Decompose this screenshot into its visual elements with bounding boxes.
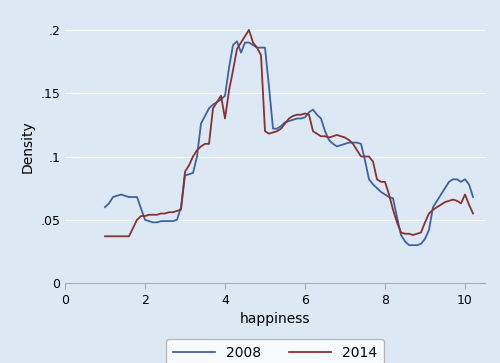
- 2014: [246, 28, 252, 32]
- 2014: [414, 232, 420, 236]
- 2014: [458, 201, 464, 205]
- 2008: [234, 39, 240, 44]
- 2008: [406, 243, 412, 247]
- 2014: [366, 154, 372, 159]
- 2014: [470, 211, 476, 216]
- 2008: [102, 205, 108, 209]
- 2008: [302, 115, 308, 119]
- Y-axis label: Density: Density: [20, 121, 34, 174]
- 2014: [422, 220, 428, 225]
- 2008: [162, 219, 168, 223]
- X-axis label: happiness: happiness: [240, 312, 310, 326]
- 2014: [162, 211, 168, 216]
- 2008: [470, 195, 476, 199]
- Line: 2014: 2014: [105, 30, 473, 236]
- 2008: [190, 171, 196, 175]
- 2008: [154, 220, 160, 225]
- 2014: [222, 117, 228, 121]
- Line: 2008: 2008: [105, 41, 473, 245]
- 2008: [438, 192, 444, 197]
- 2014: [102, 234, 108, 238]
- 2008: [258, 45, 264, 50]
- Legend: 2008, 2014: 2008, 2014: [166, 339, 384, 363]
